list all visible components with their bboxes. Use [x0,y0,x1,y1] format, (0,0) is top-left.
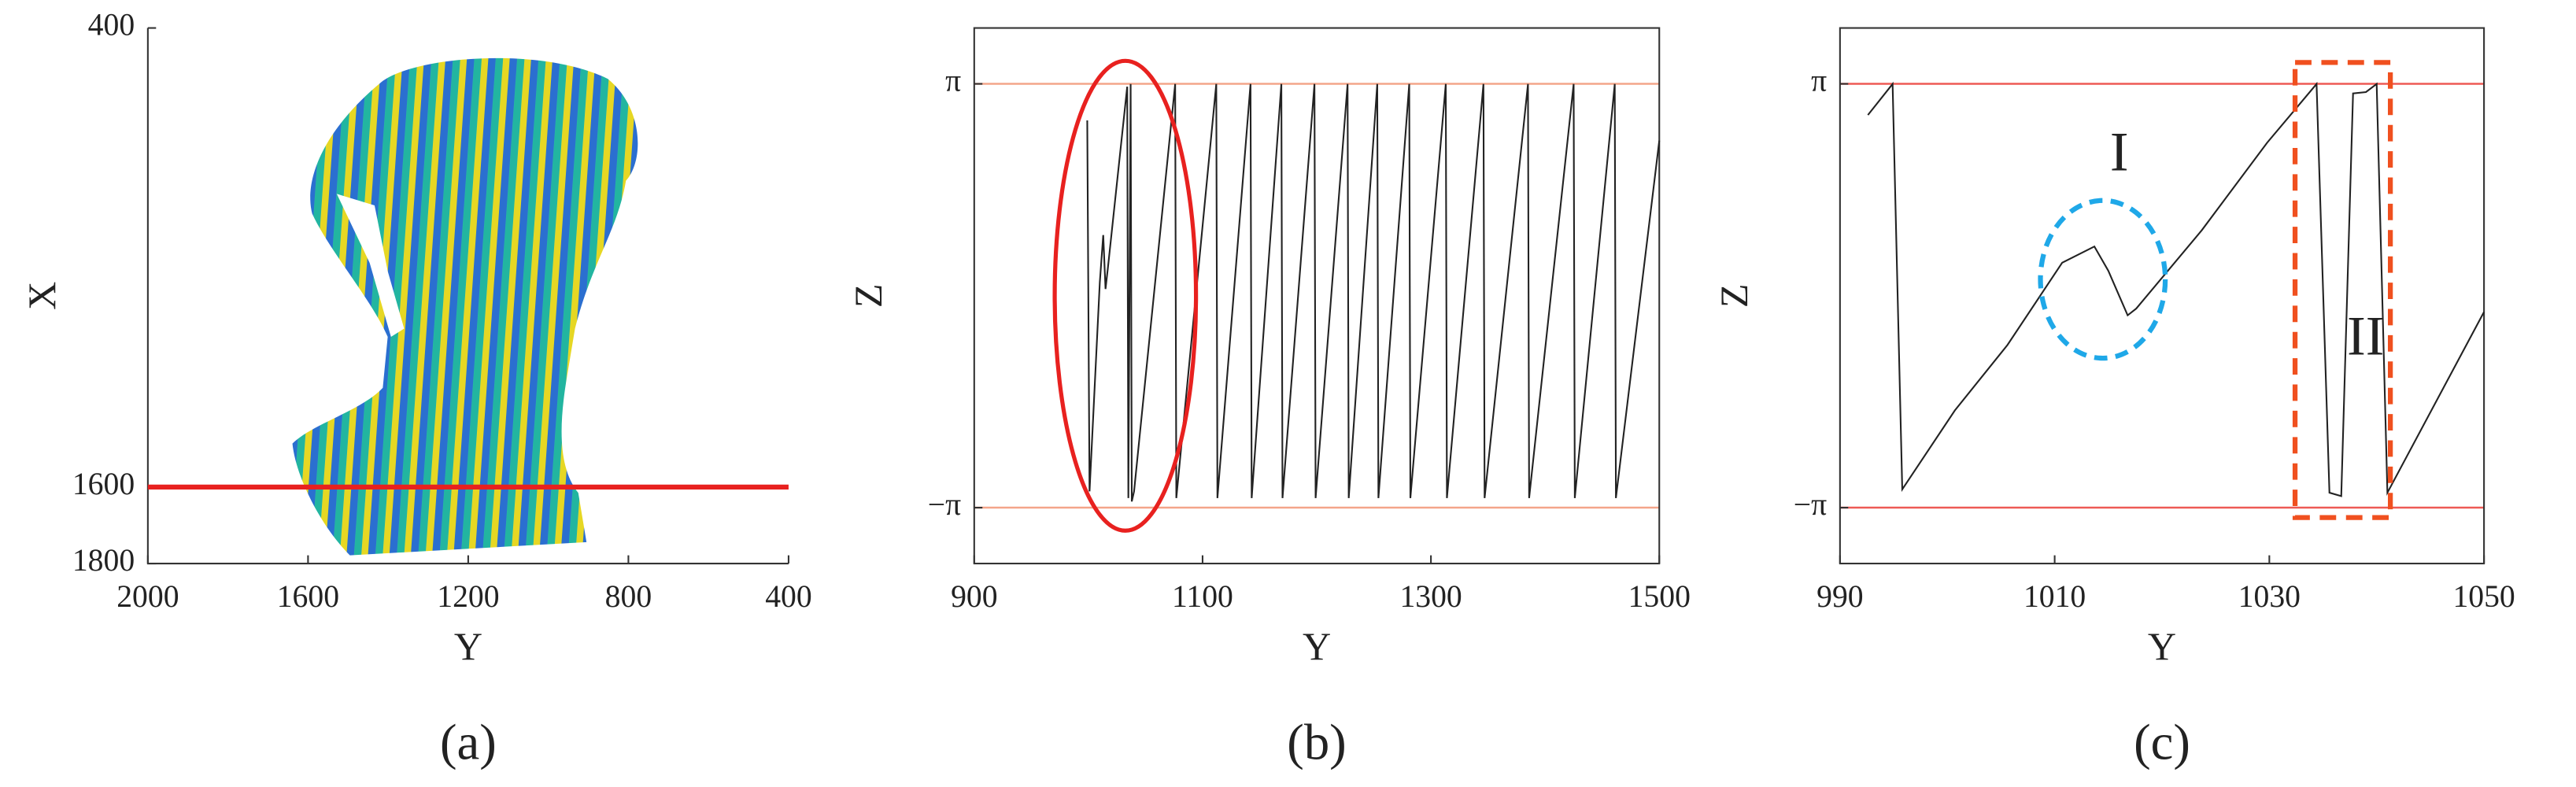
highlight-ellipse [1052,58,1199,533]
region-i [2038,198,2168,361]
panel-label: (b) [1287,714,1346,770]
axes-lines [146,28,789,565]
x-tick-label: 800 [605,579,652,614]
y-tick-label: −π [928,487,961,522]
y-axis-label: Z [1712,284,1756,309]
x-tick-label: 990 [1817,579,1863,614]
x-tick-label: 400 [765,579,811,614]
x-axis-label: Y [2148,624,2176,668]
y-axis-label: Z [846,284,890,309]
phase-gap [336,194,405,337]
x-tick-label: 1200 [437,579,499,614]
phase-map [292,57,638,556]
y-tick-label: 400 [88,8,135,42]
x-tick-label: 1600 [277,579,339,614]
x-tick-label: 1010 [2023,579,2086,614]
panel-label: (c) [2134,714,2190,770]
x-tick-label: 900 [951,579,997,614]
region-ii [2292,60,2393,520]
x-axis-label: Y [454,624,482,668]
annotation: II [2347,306,2384,368]
phase-line [1086,83,1661,502]
x-tick-label: 1100 [1172,579,1233,614]
y-tick-label: π [945,64,961,98]
x-tick-label: 1500 [1628,579,1691,614]
plot-frame [973,27,1661,565]
x-tick-label: 1030 [2238,579,2301,614]
y-tick-label: −π [1794,487,1827,522]
x-tick-label: 1300 [1399,579,1462,614]
annotation: I [2110,122,2129,183]
plot-frame [1839,27,2485,565]
x-tick-label: 1050 [2452,579,2515,614]
x-tick-label: 2000 [116,579,179,614]
phase-line [1867,81,2485,497]
y-axis-label: X [20,282,64,310]
y-tick-label: 1600 [72,467,135,501]
y-tick-label: 1800 [72,543,135,578]
panel-label: (a) [440,714,497,770]
y-tick-label: π [1811,64,1827,98]
x-axis-label: Y [1303,624,1331,668]
